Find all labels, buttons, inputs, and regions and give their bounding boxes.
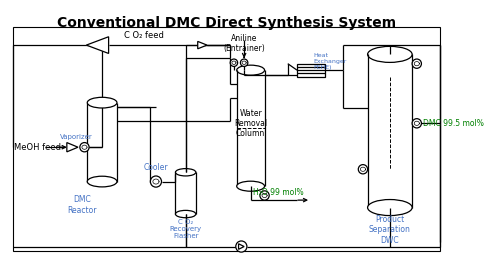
Text: Aniline
(Entrainer): Aniline (Entrainer) xyxy=(223,34,265,53)
Circle shape xyxy=(241,59,248,67)
Text: Product
Separation
DWC: Product Separation DWC xyxy=(369,215,411,245)
Ellipse shape xyxy=(237,181,264,191)
Text: Cooler: Cooler xyxy=(143,163,168,172)
Text: DMC 99.5 mol%: DMC 99.5 mol% xyxy=(423,119,484,128)
Bar xyxy=(297,64,325,77)
Text: C O₂ feed: C O₂ feed xyxy=(124,32,164,41)
Circle shape xyxy=(150,176,162,187)
Text: Vaporizer: Vaporizer xyxy=(60,134,93,140)
Circle shape xyxy=(236,241,247,252)
Text: DMC
Reactor: DMC Reactor xyxy=(67,195,97,215)
Polygon shape xyxy=(86,37,109,53)
Circle shape xyxy=(80,142,89,152)
Text: Heat
Exchanger
FEHE): Heat Exchanger FEHE) xyxy=(314,53,347,70)
Circle shape xyxy=(260,191,269,200)
Text: MeOH feed: MeOH feed xyxy=(14,143,61,152)
Ellipse shape xyxy=(87,176,117,187)
Ellipse shape xyxy=(87,97,117,108)
Bar xyxy=(88,122,116,162)
Text: Conventional DMC Direct Synthesis System: Conventional DMC Direct Synthesis System xyxy=(57,16,396,30)
Ellipse shape xyxy=(367,46,412,62)
Circle shape xyxy=(230,59,238,67)
Text: C O₂
Recovery
Flasher: C O₂ Recovery Flasher xyxy=(170,219,202,239)
Polygon shape xyxy=(239,244,244,249)
Ellipse shape xyxy=(176,169,196,176)
Polygon shape xyxy=(198,41,207,49)
Circle shape xyxy=(358,165,367,174)
Circle shape xyxy=(412,119,422,128)
Text: H₂O 99 mol%: H₂O 99 mol% xyxy=(253,188,304,197)
Ellipse shape xyxy=(237,65,264,75)
Circle shape xyxy=(412,59,422,68)
Bar xyxy=(13,27,440,251)
Polygon shape xyxy=(67,142,78,152)
Text: Water
Removal
Column: Water Removal Column xyxy=(234,109,267,138)
Ellipse shape xyxy=(367,199,412,216)
Ellipse shape xyxy=(176,210,196,218)
